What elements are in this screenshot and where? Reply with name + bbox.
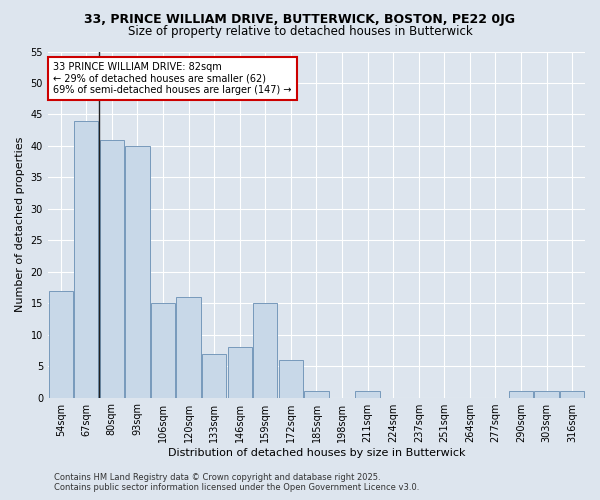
Text: Contains HM Land Registry data © Crown copyright and database right 2025.
Contai: Contains HM Land Registry data © Crown c… [54, 473, 419, 492]
Bar [100, 140, 124, 398]
Bar [535, 392, 559, 398]
Bar [304, 392, 329, 398]
Bar [560, 392, 584, 398]
Y-axis label: Number of detached properties: Number of detached properties [15, 137, 25, 312]
Bar [253, 303, 277, 398]
Bar [74, 120, 98, 398]
Bar [202, 354, 226, 398]
Bar [227, 347, 252, 398]
Bar [509, 392, 533, 398]
Text: Size of property relative to detached houses in Butterwick: Size of property relative to detached ho… [128, 25, 472, 38]
Text: 33, PRINCE WILLIAM DRIVE, BUTTERWICK, BOSTON, PE22 0JG: 33, PRINCE WILLIAM DRIVE, BUTTERWICK, BO… [85, 12, 515, 26]
Bar [176, 297, 201, 398]
Bar [355, 392, 380, 398]
Bar [151, 303, 175, 398]
Bar [279, 360, 303, 398]
Bar [125, 146, 149, 398]
X-axis label: Distribution of detached houses by size in Butterwick: Distribution of detached houses by size … [168, 448, 465, 458]
Text: 33 PRINCE WILLIAM DRIVE: 82sqm
← 29% of detached houses are smaller (62)
69% of : 33 PRINCE WILLIAM DRIVE: 82sqm ← 29% of … [53, 62, 292, 95]
Bar [49, 290, 73, 398]
